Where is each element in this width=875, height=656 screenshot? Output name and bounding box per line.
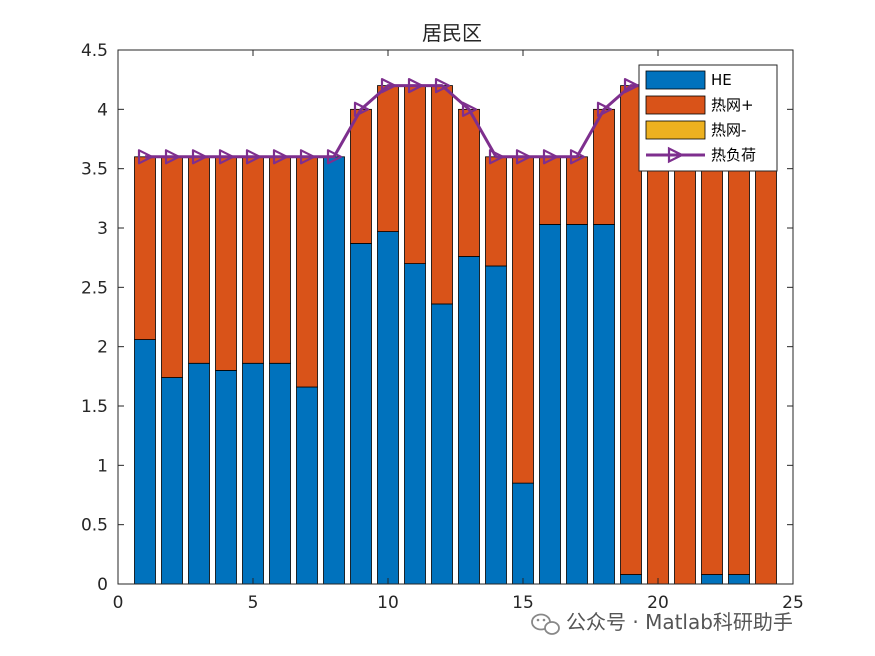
bar-he-16	[539, 224, 561, 585]
bar-heat-net-plus-3	[188, 156, 210, 364]
bar-he-8	[323, 156, 345, 585]
bar-heat-net-plus-9	[350, 108, 372, 244]
legend-swatch	[645, 70, 706, 90]
legend-label: 热负荷	[711, 146, 756, 164]
load-marker-2	[164, 149, 181, 165]
bar-he-6	[269, 362, 291, 585]
y-tick-label: 0.5	[81, 516, 108, 536]
legend-swatch	[645, 120, 706, 140]
load-marker-16	[542, 149, 559, 165]
load-marker-1	[137, 149, 154, 165]
bar-heat-net-plus-16	[539, 156, 561, 225]
bar-heat-net-plus-18	[593, 108, 615, 225]
bar-he-9	[350, 243, 372, 585]
load-marker-19	[623, 77, 640, 94]
load-marker-4	[218, 149, 235, 165]
x-tick-label: 25	[782, 593, 804, 613]
load-marker-13	[461, 101, 478, 117]
bar-he-15	[512, 482, 534, 585]
chart-title: 居民区	[422, 21, 482, 45]
load-marker-11	[407, 77, 424, 94]
load-marker-14	[488, 149, 505, 165]
bar-heat-net-plus-2	[161, 156, 183, 378]
watermark-text: 公众号 · Matlab科研助手	[566, 610, 793, 634]
bar-he-4	[215, 369, 237, 585]
x-tick-label: 5	[248, 593, 259, 613]
bar-he-10	[377, 231, 399, 585]
bar-he-12	[431, 303, 453, 585]
legend-label: HE	[711, 71, 732, 89]
bar-he-1	[134, 339, 156, 585]
bar-heat-net-plus-13	[458, 108, 480, 257]
bar-heat-net-plus-11	[404, 85, 426, 264]
load-marker-6	[272, 149, 289, 165]
bar-he-14	[485, 265, 507, 585]
legend-marker	[667, 146, 685, 164]
ticks-layer: 0 5 10 15 20 25 0 0.5 1 1.5 2 2.5 3 3.5 4 4.5	[81, 41, 804, 613]
x-tick-label: 20	[647, 593, 669, 613]
bar-he-22	[701, 574, 723, 585]
y-tick-label: 2.5	[81, 278, 108, 298]
load-marker-3	[191, 149, 208, 165]
bar-he-7	[296, 386, 318, 585]
y-tick-label: 4	[97, 100, 108, 120]
bar-he-11	[404, 263, 426, 585]
y-tick-label: 1.5	[81, 397, 108, 417]
bar-he-13	[458, 256, 480, 585]
bar-heat-net-plus-10	[377, 85, 399, 232]
y-tick-label: 1	[97, 456, 108, 476]
y-tick-label: 0	[97, 575, 108, 595]
y-tick-label: 3	[97, 219, 108, 239]
bar-heat-net-plus-4	[215, 156, 237, 371]
load-marker-8	[326, 149, 343, 165]
bar-he-17	[566, 224, 588, 585]
y-tick-label: 3.5	[81, 160, 108, 180]
bar-heat-net-plus-19	[620, 85, 642, 575]
y-tick-label: 2	[97, 338, 108, 358]
bar-he-2	[161, 377, 183, 585]
x-tick-label: 0	[113, 593, 124, 613]
bar-he-19	[620, 574, 642, 585]
bars-layer	[134, 85, 777, 585]
load-marker-12	[434, 77, 451, 94]
x-tick-label: 10	[377, 593, 399, 613]
load-marker-15	[515, 149, 532, 165]
x-tick-label: 15	[512, 593, 534, 613]
axes-box	[117, 49, 794, 585]
load-marker-10	[380, 77, 397, 94]
wechat-icon	[531, 613, 560, 635]
bar-heat-net-plus-14	[485, 156, 507, 267]
bar-he-18	[593, 224, 615, 585]
legend-label: 热网+	[711, 96, 754, 114]
bar-heat-net-plus-1	[134, 156, 156, 340]
bar-he-5	[242, 362, 264, 585]
legend[interactable]: HE 热网+ 热网- 热负荷	[638, 64, 778, 172]
bar-heat-net-plus-5	[242, 156, 264, 364]
load-marker-7	[299, 149, 316, 165]
load-marker-18	[596, 101, 613, 117]
bar-heat-net-plus-12	[431, 85, 453, 305]
bar-heat-net-plus-15	[512, 156, 534, 484]
load-marker-9	[353, 101, 370, 117]
bar-he-23	[728, 574, 750, 585]
legend-swatch	[645, 95, 706, 115]
watermark: 公众号 · Matlab科研助手	[531, 610, 793, 635]
bar-heat-net-plus-7	[296, 156, 318, 388]
y-tick-label: 4.5	[81, 41, 108, 61]
load-marker-5	[245, 149, 262, 165]
load-marker-17	[569, 149, 586, 165]
bar-he-3	[188, 362, 210, 585]
bar-heat-net-plus-6	[269, 156, 291, 364]
bar-heat-net-plus-17	[566, 156, 588, 225]
legend-label: 热网-	[711, 121, 746, 139]
